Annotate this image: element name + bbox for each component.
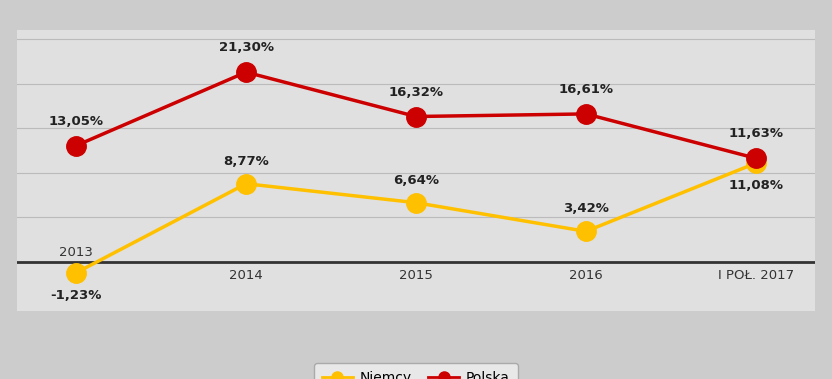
Polska <box>241 70 251 74</box>
Text: -1,23%: -1,23% <box>51 289 102 302</box>
Niemcy <box>71 271 81 275</box>
Legend: Niemcy, Polska: Niemcy, Polska <box>314 363 518 379</box>
Line: Polska: Polska <box>67 63 765 168</box>
Text: 11,63%: 11,63% <box>728 127 784 141</box>
Niemcy <box>241 182 251 186</box>
Niemcy <box>411 200 421 205</box>
Niemcy <box>751 161 761 166</box>
Polska <box>411 114 421 119</box>
Text: 6,64%: 6,64% <box>393 174 439 187</box>
Niemcy <box>581 229 591 233</box>
Text: 2014: 2014 <box>229 269 263 282</box>
Polska <box>581 112 591 116</box>
Text: 21,30%: 21,30% <box>219 41 274 54</box>
Polska <box>71 143 81 148</box>
Text: 3,42%: 3,42% <box>563 202 609 215</box>
Line: Niemcy: Niemcy <box>67 153 765 282</box>
Polska <box>751 156 761 161</box>
Text: 8,77%: 8,77% <box>223 155 269 168</box>
Text: 13,05%: 13,05% <box>48 115 104 128</box>
Text: I POŁ. 2017: I POŁ. 2017 <box>718 269 794 282</box>
Text: 16,32%: 16,32% <box>389 86 443 99</box>
Text: 2013: 2013 <box>59 246 93 259</box>
Text: 16,61%: 16,61% <box>558 83 613 96</box>
Text: 2015: 2015 <box>399 269 433 282</box>
Text: 2016: 2016 <box>569 269 603 282</box>
Text: 11,08%: 11,08% <box>728 179 784 192</box>
